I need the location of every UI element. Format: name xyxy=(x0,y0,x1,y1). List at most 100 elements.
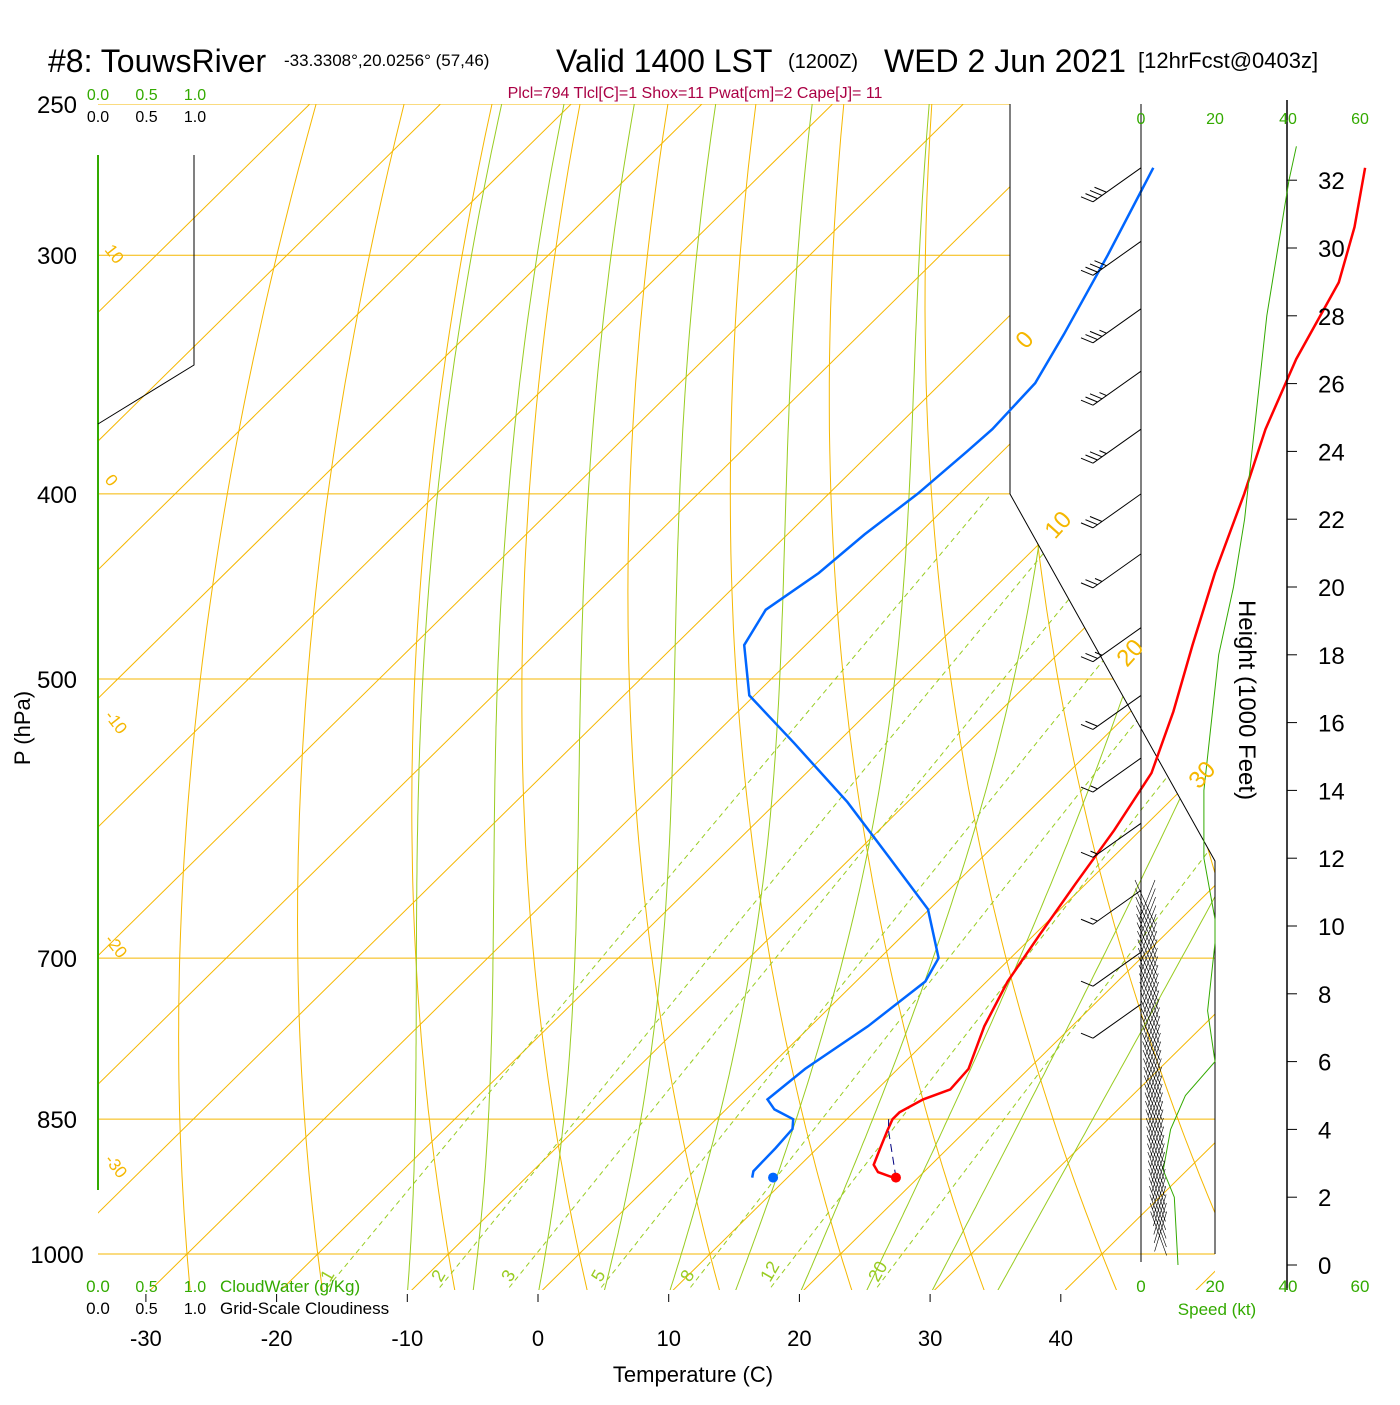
x-tick-label: 40 xyxy=(1049,1326,1073,1351)
wind-barb-staff xyxy=(1093,758,1141,792)
wind-barb-flag xyxy=(1090,190,1102,195)
wind-barb xyxy=(1081,309,1141,343)
thermo-lines xyxy=(0,0,1400,1295)
wind-barb-staff xyxy=(1093,371,1141,405)
cloudiness-label: Grid-Scale Cloudiness xyxy=(220,1299,389,1318)
forecast-info: [12hrFcst@0403z] xyxy=(1138,48,1318,73)
isotherm-label: 0 xyxy=(101,471,122,490)
isotherm-label-upper: 20 xyxy=(1111,634,1149,672)
cloud-scale-tick: 0.5 xyxy=(135,109,157,126)
wind-barb-staff xyxy=(1093,168,1141,202)
pressure-tick-label: 1000 xyxy=(30,1242,83,1269)
speed-axis-label: Speed (kt) xyxy=(1178,1300,1256,1319)
cloud-scale-tick: 0.5 xyxy=(135,1279,157,1296)
pressure-tick-label: 400 xyxy=(37,482,77,509)
cloud-scale-tick: 0.0 xyxy=(87,87,109,104)
wind-barb-half-flag xyxy=(1091,918,1098,921)
isotherm-line xyxy=(669,0,1400,1294)
wind-barb-flag xyxy=(1081,657,1093,662)
wind-barb-flag xyxy=(1081,400,1093,405)
wind-barb xyxy=(1081,494,1141,528)
dry-adiabat-line xyxy=(730,0,853,1295)
y-axis-title: P (hPa) xyxy=(10,691,35,765)
wind-barb-half-flag xyxy=(1091,851,1098,854)
mixing-ratio-label: 3 xyxy=(497,1266,519,1285)
x-tick-label: 30 xyxy=(918,1326,942,1351)
dewpoint-line xyxy=(744,168,1153,1178)
speed-tick-bottom: 40 xyxy=(1279,1277,1298,1296)
isotherm-label: -20 xyxy=(101,931,131,962)
wind-hatch-line xyxy=(1155,1212,1167,1252)
wind-barb-flag xyxy=(1081,981,1093,986)
dry-adiabat-line xyxy=(925,0,1118,1295)
dry-adiabat-line xyxy=(1195,0,1400,1295)
wind-barb-flag xyxy=(1086,721,1098,726)
wind-barb-staff xyxy=(1093,952,1141,986)
moist-adiabat-line xyxy=(603,0,733,1295)
mixing-ratio-line xyxy=(504,494,1156,1295)
indices-line: Plcl=794 Tlcl[C]=1 Shox=11 Pwat[cm]=2 Ca… xyxy=(508,85,883,102)
wind-barb-staff xyxy=(1093,1004,1141,1038)
moist-adiabat-line xyxy=(473,0,587,1295)
isotherm-line xyxy=(0,0,418,1294)
isotherm-line xyxy=(277,0,1400,1294)
height-tick-label: 14 xyxy=(1318,778,1345,805)
isotherm-line xyxy=(1192,0,1400,1294)
pressure-tick-label: 250 xyxy=(37,92,77,119)
wind-barb xyxy=(1081,890,1141,924)
pressure-tick-label: 500 xyxy=(37,667,77,694)
speed-tick-bottom: 60 xyxy=(1351,1277,1370,1296)
surface-temperature-dot xyxy=(891,1173,901,1183)
height-tick-label: 8 xyxy=(1318,982,1331,1009)
wind-barb-flag xyxy=(1081,523,1093,528)
wind-barb xyxy=(1081,1004,1141,1038)
height-tick-label: 24 xyxy=(1318,439,1345,466)
x-tick-label: 0 xyxy=(532,1326,544,1351)
wind-panel xyxy=(1081,100,1297,1290)
wind-barb-flag xyxy=(1081,919,1093,924)
wind-barb-flag xyxy=(1090,516,1102,521)
speed-tick-bottom: 20 xyxy=(1206,1277,1225,1296)
pressure-tick-label: 300 xyxy=(37,243,77,270)
wind-barb-flag xyxy=(1086,653,1098,658)
wind-hatch-line xyxy=(1154,1203,1166,1243)
wind-barb-flag xyxy=(1086,397,1098,402)
wind-barb-flag xyxy=(1081,724,1093,729)
cloud-scale-tick: 0.0 xyxy=(87,109,109,126)
mixing-ratio-line xyxy=(766,494,1391,1295)
x-tick-label: -10 xyxy=(391,1326,423,1351)
isotherm-label: -10 xyxy=(101,707,131,738)
wind-barb-flag xyxy=(1090,331,1102,336)
x-tick-label: -30 xyxy=(130,1326,162,1351)
wind-barb-flag xyxy=(1090,394,1102,399)
wind-barb xyxy=(1081,952,1141,986)
wind-speed-profile xyxy=(1163,146,1296,1265)
wind-barb xyxy=(1081,371,1141,405)
wind-barb xyxy=(1081,554,1141,588)
moist-adiabat-line xyxy=(407,0,526,1295)
cloud-scale-tick: 0.5 xyxy=(135,87,157,104)
height-tick-label: 20 xyxy=(1318,575,1345,602)
height-tick-label: 10 xyxy=(1318,914,1345,941)
wind-barb-staff xyxy=(1093,241,1141,275)
wind-barb-flag xyxy=(1086,580,1098,585)
sounding-profiles xyxy=(744,168,1365,1183)
moist-adiabat-line xyxy=(538,0,655,1295)
mixing-ratio-label: 20 xyxy=(864,1258,891,1285)
wind-barb-flag xyxy=(1081,197,1093,202)
mixing-ratio-label: 12 xyxy=(756,1258,783,1285)
height-tick-label: 6 xyxy=(1318,1050,1331,1077)
wind-barb-staff xyxy=(1093,890,1141,924)
mixing-ratio-label: 2 xyxy=(427,1266,449,1285)
height-tick-label: 30 xyxy=(1318,236,1345,263)
dry-adiabat-line xyxy=(179,0,348,1295)
height-tick-label: 32 xyxy=(1318,168,1345,195)
cloud-water-label: CloudWater (g/Kg) xyxy=(220,1277,360,1296)
wind-barb-flag xyxy=(1086,455,1098,460)
isotherm-line xyxy=(0,0,1202,1294)
dry-adiabat-line xyxy=(628,0,721,1295)
wind-barb-flag xyxy=(1081,787,1093,792)
isotherm-label-upper: 10 xyxy=(1039,506,1077,544)
cloud-scale-tick: 1.0 xyxy=(184,109,206,126)
mixing-ratio-line xyxy=(685,494,1318,1295)
